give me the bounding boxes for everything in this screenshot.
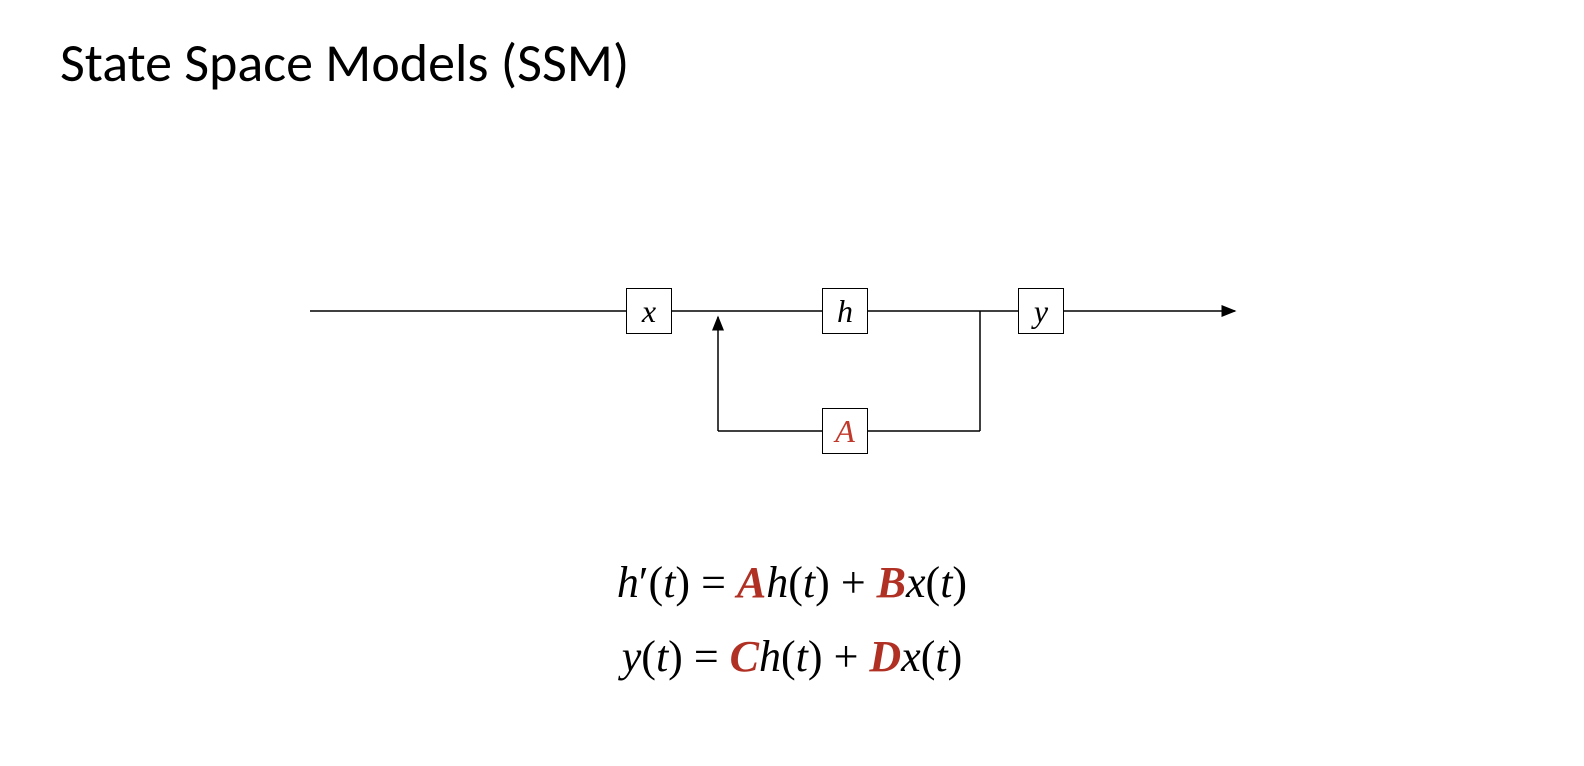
equation-line-2: y(t) = Ch(t) + Dx(t)	[0, 624, 1584, 690]
node-y: y	[1018, 288, 1064, 334]
eq1-matrix-A: A	[737, 558, 766, 607]
node-A-label: A	[835, 413, 855, 450]
eq2-matrix-D: D	[869, 632, 901, 681]
node-h-label: h	[837, 293, 853, 330]
eq1-lhs-arg: t	[663, 558, 675, 607]
eq1-t1-lparen: (	[788, 558, 803, 607]
eq2-matrix-C: C	[730, 632, 759, 681]
eq2-term1-arg: t	[796, 632, 808, 681]
equation-line-1: h′(t) = Ah(t) + Bx(t)	[0, 550, 1584, 616]
eq1-term2-arg: t	[940, 558, 952, 607]
eq2-lparen: (	[641, 632, 656, 681]
eq1-plus: +	[841, 558, 877, 607]
eq1-equals: =	[701, 558, 737, 607]
eq2-t2-lparen: (	[921, 632, 936, 681]
eq2-equals: =	[694, 632, 730, 681]
eq2-lhs-arg: t	[656, 632, 668, 681]
eq2-t2-rparen: )	[948, 632, 963, 681]
eq1-matrix-B: B	[877, 558, 906, 607]
eq1-term1-arg: t	[803, 558, 815, 607]
node-A: A	[822, 408, 868, 454]
ssm-block-diagram: x h y A	[300, 270, 1280, 470]
eq2-term1-var: h	[759, 632, 781, 681]
eq1-t2-lparen: (	[926, 558, 941, 607]
diagram-svg	[300, 270, 1280, 470]
eq2-term2-var: x	[901, 632, 921, 681]
eq1-rparen: )	[675, 558, 690, 607]
node-x: x	[626, 288, 672, 334]
node-y-label: y	[1034, 293, 1048, 330]
eq1-lparen: (	[649, 558, 664, 607]
eq1-term2-var: x	[906, 558, 926, 607]
eq2-t1-rparen: )	[808, 632, 823, 681]
eq2-t1-lparen: (	[781, 632, 796, 681]
eq2-rparen: )	[668, 632, 683, 681]
slide-title: State Space Models (SSM)	[60, 30, 629, 96]
node-h: h	[822, 288, 868, 334]
eq1-lhs-var: h	[617, 558, 639, 607]
eq1-t2-rparen: )	[952, 558, 967, 607]
eq1-term1-var: h	[766, 558, 788, 607]
eq1-t1-rparen: )	[815, 558, 830, 607]
node-x-label: x	[642, 293, 656, 330]
eq2-term2-arg: t	[935, 632, 947, 681]
eq2-lhs-var: y	[622, 632, 642, 681]
eq2-plus: +	[834, 632, 870, 681]
eq1-prime: ′	[639, 558, 649, 607]
equations-block: h′(t) = Ah(t) + Bx(t) y(t) = Ch(t) + Dx(…	[0, 550, 1584, 698]
